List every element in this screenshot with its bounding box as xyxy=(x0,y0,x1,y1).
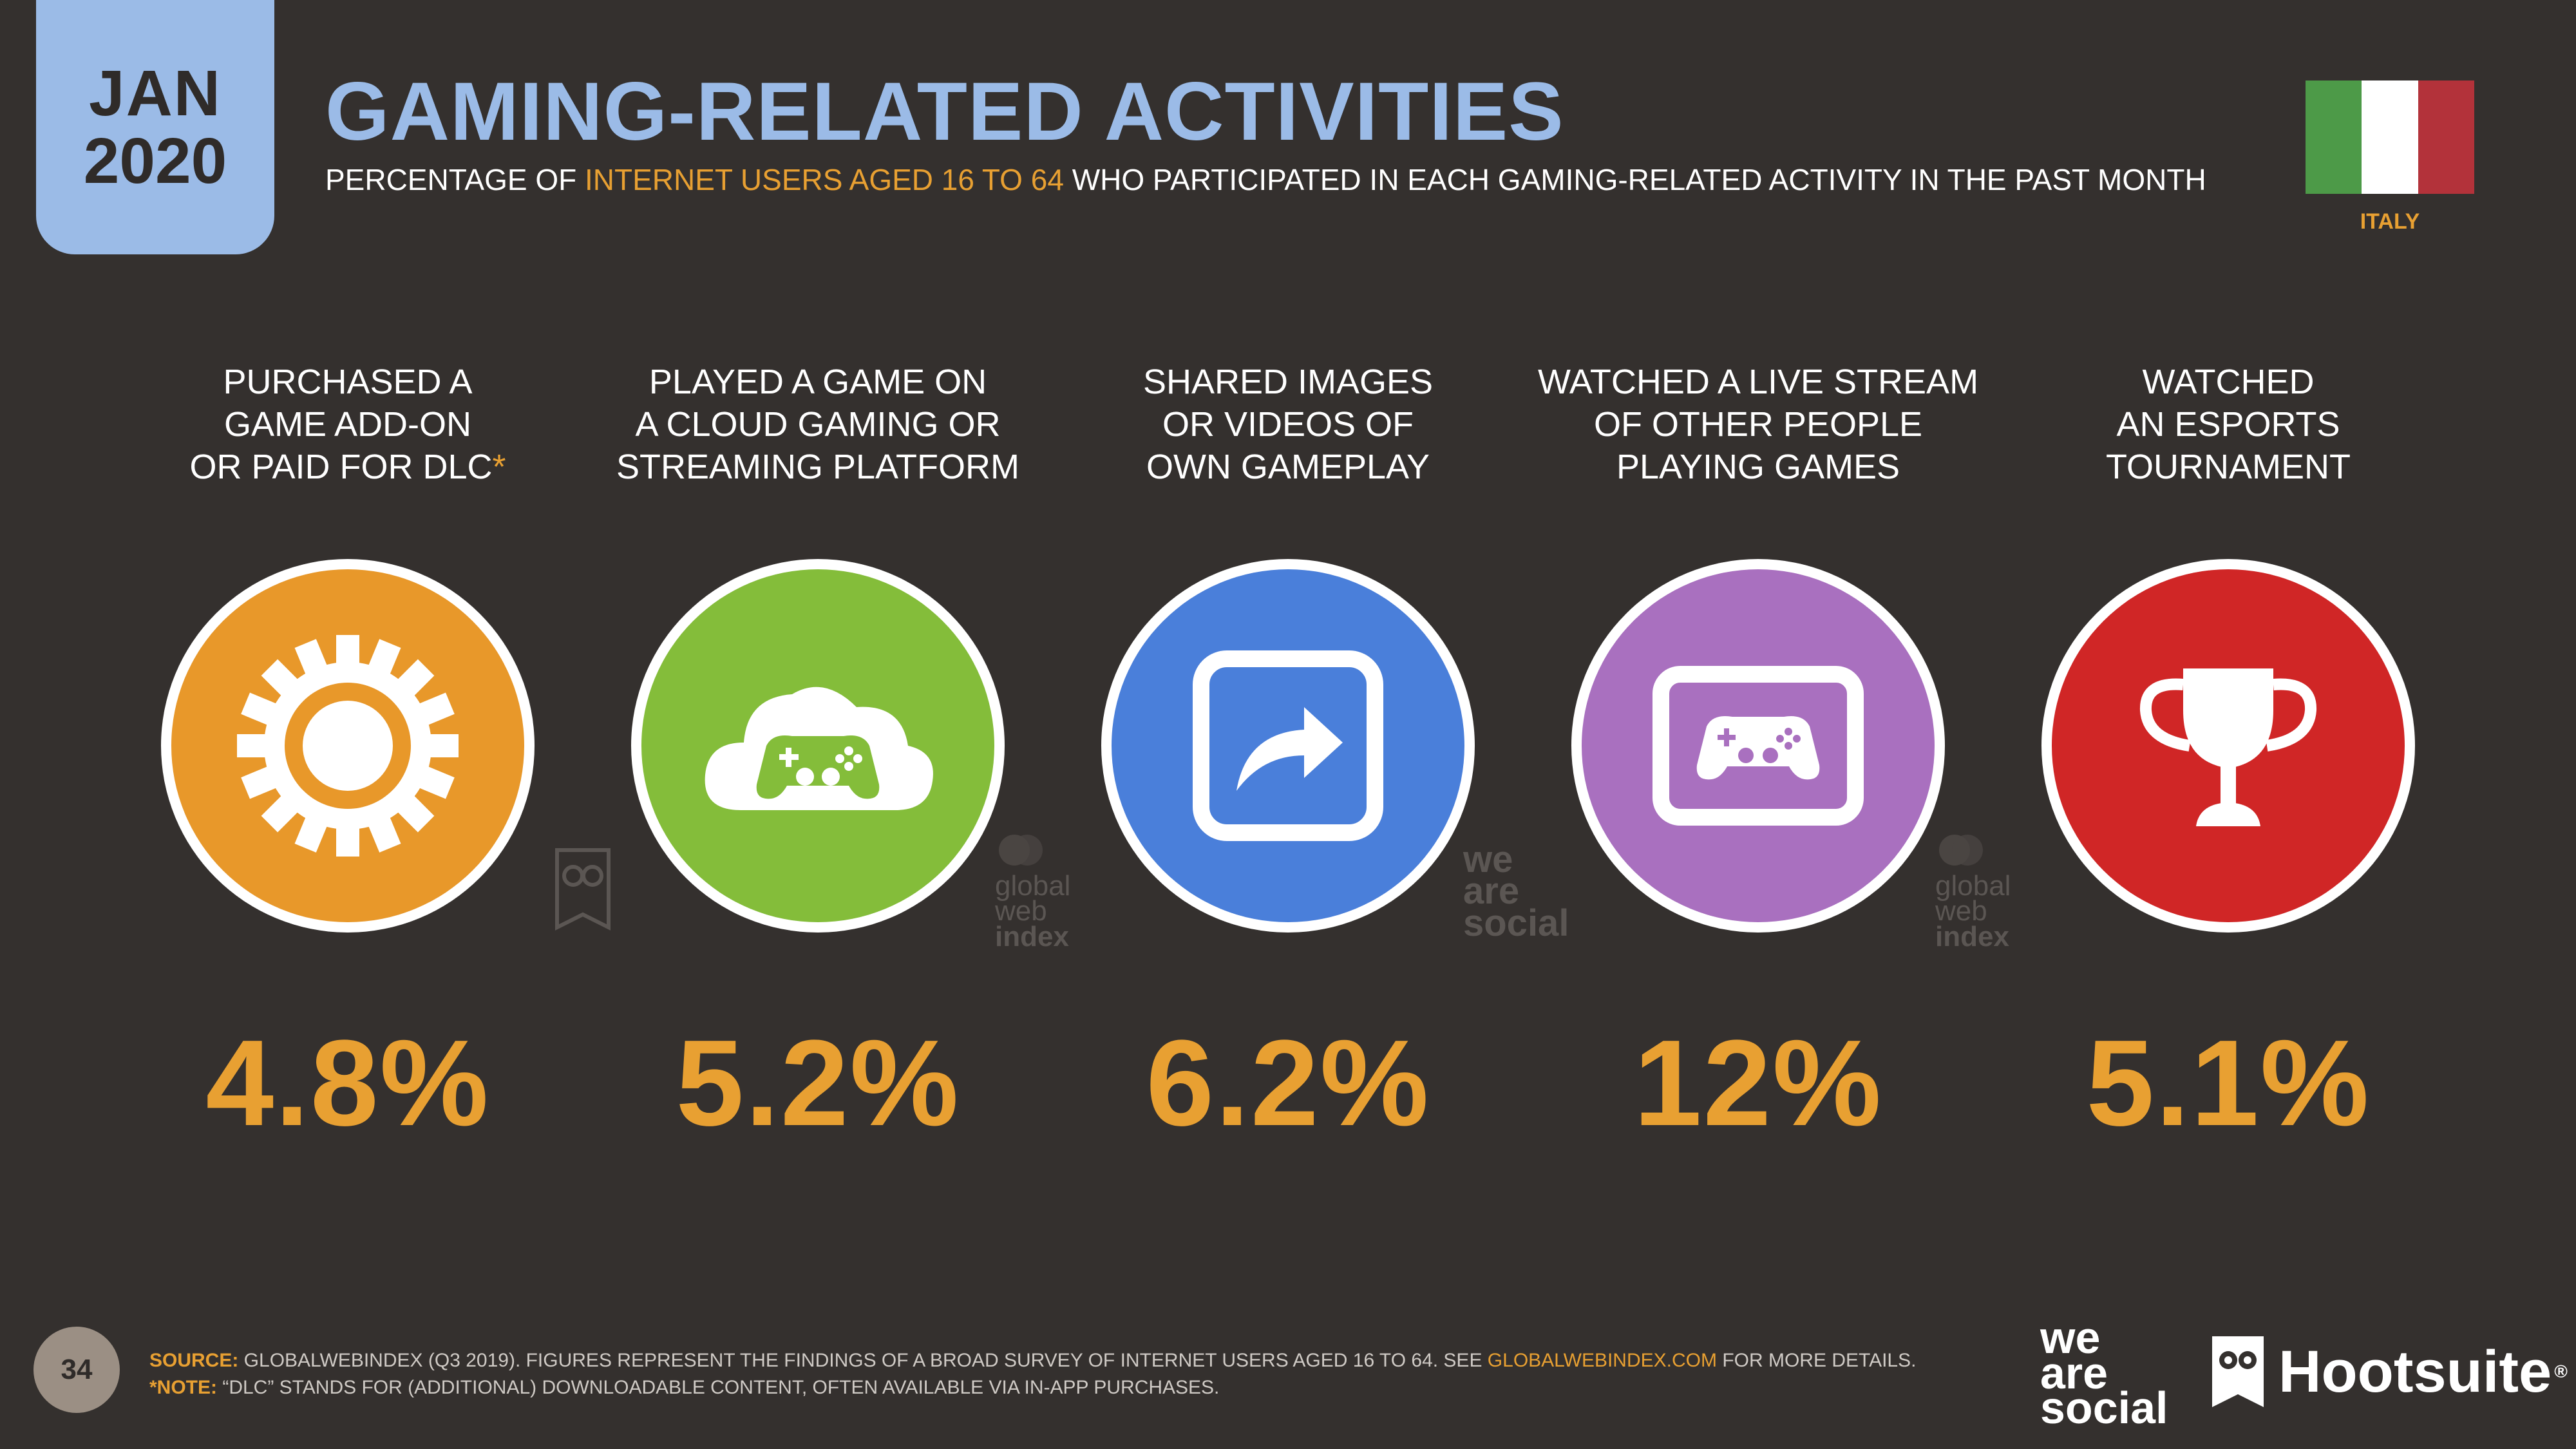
date-badge: JAN 2020 xyxy=(36,0,274,254)
dlc-asterisk: * xyxy=(492,448,506,486)
activity-value: 5.2% xyxy=(676,1015,960,1151)
subtitle-before: PERCENTAGE OF xyxy=(325,163,585,196)
gwi-word-1: global xyxy=(1935,869,2011,902)
subtitle-highlight: INTERNET USERS AGED 16 TO 64 xyxy=(584,163,1064,196)
was-word-2: are xyxy=(1463,870,1520,913)
flag-stripe-green xyxy=(2306,80,2362,194)
we-are-social-logo: we are social xyxy=(2040,1312,2168,1434)
icon-ring xyxy=(161,559,535,933)
activity-value: 4.8% xyxy=(205,1015,490,1151)
activity-value: 12% xyxy=(1633,1015,1883,1151)
activity-circle xyxy=(1112,569,1464,922)
activity-circle xyxy=(641,569,994,922)
gwi-circles-icon xyxy=(999,835,1043,866)
source-line: SOURCE: GLOBALWEBINDEX (Q3 2019). FIGURE… xyxy=(149,1350,1917,1371)
share-arrow-icon xyxy=(1193,650,1383,841)
icon-ring xyxy=(1101,559,1475,933)
source-note: SOURCE: GLOBALWEBINDEX (Q3 2019). FIGURE… xyxy=(149,1347,1916,1401)
gear-icon xyxy=(237,635,459,857)
activity-circle xyxy=(1582,569,1935,922)
country-label: ITALY xyxy=(2360,209,2420,234)
gwi-word-3: index xyxy=(995,920,1069,952)
screen-gamepad-icon xyxy=(1653,666,1864,826)
cloud-gamepad-icon xyxy=(705,687,933,810)
gwi-word-1: global xyxy=(995,869,1071,902)
hootsuite-watermark-icon xyxy=(554,847,612,934)
hootsuite-logo: Hootsuite ® xyxy=(2209,1333,2568,1410)
page-subtitle: PERCENTAGE OF INTERNET USERS AGED 16 TO … xyxy=(325,162,2206,197)
activity-value: 6.2% xyxy=(1146,1015,1430,1151)
activity-value: 5.1% xyxy=(2086,1015,2371,1151)
gwi-watermark: global web index xyxy=(1935,831,2011,952)
gwi-word-2: web xyxy=(995,895,1047,927)
icon-ring xyxy=(1571,559,1945,933)
activity-label: SHARED IMAGES OR VIDEOS OF OWN GAMEPLAY xyxy=(1142,363,1434,486)
page-number: 34 xyxy=(33,1327,120,1413)
activity-watched-livestream: WATCHED A LIVE STREAM OF OTHER PEOPLE PL… xyxy=(1533,361,1984,1153)
source-link[interactable]: GLOBALWEBINDEX.COM xyxy=(1487,1350,1717,1371)
activity-label: WATCHED AN ESPORTS TOURNAMENT xyxy=(2105,363,2351,486)
trophy-icon xyxy=(2139,668,2317,826)
flag-stripe-white xyxy=(2362,80,2418,194)
was-word-1: we xyxy=(1463,838,1513,880)
activity-label: PURCHASED A GAME ADD-ON OR PAID FOR DLC* xyxy=(189,363,506,486)
hootsuite-owl-icon xyxy=(2212,1336,2264,1407)
note-line: *NOTE: “DLC” STANDS FOR (ADDITIONAL) DOW… xyxy=(149,1377,1220,1398)
activity-circle xyxy=(171,569,524,922)
activity-purchased-addon: PURCHASED A GAME ADD-ON OR PAID FOR DLC*… xyxy=(122,361,573,1153)
icon-ring xyxy=(2041,559,2415,933)
italy-flag-icon xyxy=(2306,80,2474,194)
activity-watched-esports: WATCHED AN ESPORTS TOURNAMENT 5.1% xyxy=(2003,361,2454,1153)
gwi-word-2: web xyxy=(1935,895,1987,927)
badge-month: JAN xyxy=(88,57,222,129)
was-watermark: we are social xyxy=(1463,838,1569,944)
activity-cloud-gaming: PLAYED A GAME ON A CLOUD GAMING OR STREA… xyxy=(592,361,1043,1153)
activity-label: PLAYED A GAME ON A CLOUD GAMING OR STREA… xyxy=(616,363,1020,486)
gwi-word-3: index xyxy=(1935,920,2009,952)
subtitle-after: WHO PARTICIPATED IN EACH GAMING-RELATED … xyxy=(1063,163,2206,196)
activity-label: WATCHED A LIVE STREAM OF OTHER PEOPLE PL… xyxy=(1537,363,1979,486)
icon-ring xyxy=(631,559,1005,933)
activity-circle xyxy=(2052,569,2405,922)
gwi-watermark: global web index xyxy=(995,831,1071,952)
gwi-circles-icon xyxy=(1939,835,1983,866)
was-word-3: social xyxy=(1463,902,1569,944)
activity-shared-gameplay: SHARED IMAGES OR VIDEOS OF OWN GAMEPLAY … xyxy=(1063,361,1513,1153)
badge-year: 2020 xyxy=(83,124,227,197)
flag-stripe-red xyxy=(2418,80,2474,194)
page-title: GAMING-RELATED ACTIVITIES xyxy=(325,66,1564,158)
